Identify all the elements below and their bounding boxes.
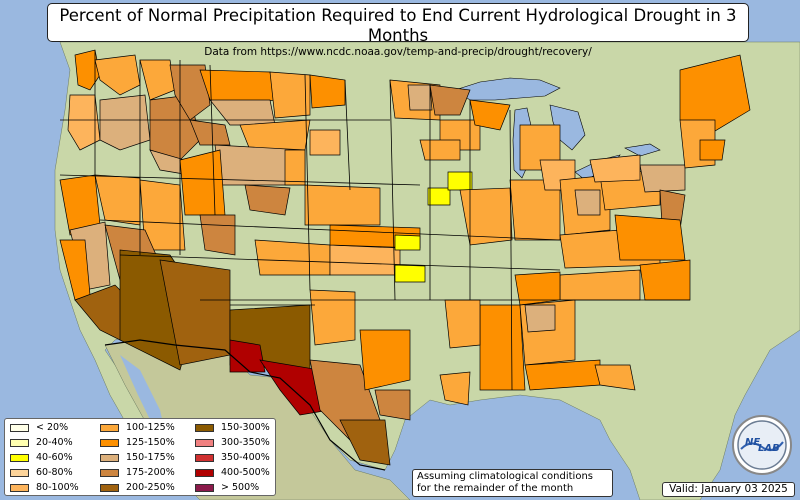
legend-label: 200-250% — [126, 482, 175, 493]
legend-label: 60-80% — [36, 467, 73, 478]
valid-date: Valid: January 03 2025 — [662, 482, 795, 497]
legend-swatch — [100, 484, 119, 492]
lake-ontario — [624, 143, 661, 157]
legend-label: 175-200% — [126, 467, 175, 478]
legend-swatch — [100, 454, 119, 462]
lake-huron — [549, 104, 586, 151]
note-line-1: Assuming climatological conditions — [417, 471, 593, 482]
lake-superior — [454, 77, 561, 101]
legend-label: 150-300% — [221, 422, 270, 433]
legend-swatch — [195, 424, 214, 432]
legend-label: 100-125% — [126, 422, 175, 433]
legend-label: > 500% — [221, 482, 260, 493]
legend-swatch — [100, 424, 119, 432]
legend-swatch — [10, 469, 29, 477]
legend-label: < 20% — [36, 422, 69, 433]
drought-regions — [59, 49, 751, 466]
title-box: Percent of Normal Precipitation Required… — [47, 3, 749, 58]
legend-swatch — [195, 484, 214, 492]
map-title: Percent of Normal Precipitation Required… — [59, 6, 737, 45]
legend-swatch — [100, 439, 119, 447]
legend-swatch — [195, 454, 214, 462]
nelab-logo: NE LAB — [732, 415, 792, 475]
assumption-note: Assuming climatological conditions for t… — [412, 469, 613, 497]
legend-label: 350-400% — [221, 452, 270, 463]
legend-swatch — [195, 469, 214, 477]
legend-label: 80-100% — [36, 482, 79, 493]
legend: < 20% 20-40% 40-60% 60-80% 80-100% 100-125% 12… — [4, 418, 276, 496]
us-mexico-border — [104, 339, 386, 471]
note-line-2: for the remainder of the month — [417, 483, 574, 494]
legend-label: 125-150% — [126, 437, 175, 448]
logo-text-2: LAB — [758, 443, 780, 454]
legend-label: 300-350% — [221, 437, 270, 448]
legend-label: 400-500% — [221, 467, 270, 478]
legend-swatch — [10, 484, 29, 492]
state-borders — [59, 50, 690, 391]
legend-label: 150-175% — [126, 452, 175, 463]
legend-swatch — [195, 439, 214, 447]
legend-label: 40-60% — [36, 452, 73, 463]
legend-swatch — [10, 454, 29, 462]
legend-swatch — [100, 469, 119, 477]
legend-label: 20-40% — [36, 437, 73, 448]
map-subtitle: Data from https://www.ncdc.noaa.gov/temp… — [204, 46, 592, 58]
legend-swatch — [10, 424, 29, 432]
legend-swatch — [10, 439, 29, 447]
logo-text-1: NE — [745, 437, 760, 448]
